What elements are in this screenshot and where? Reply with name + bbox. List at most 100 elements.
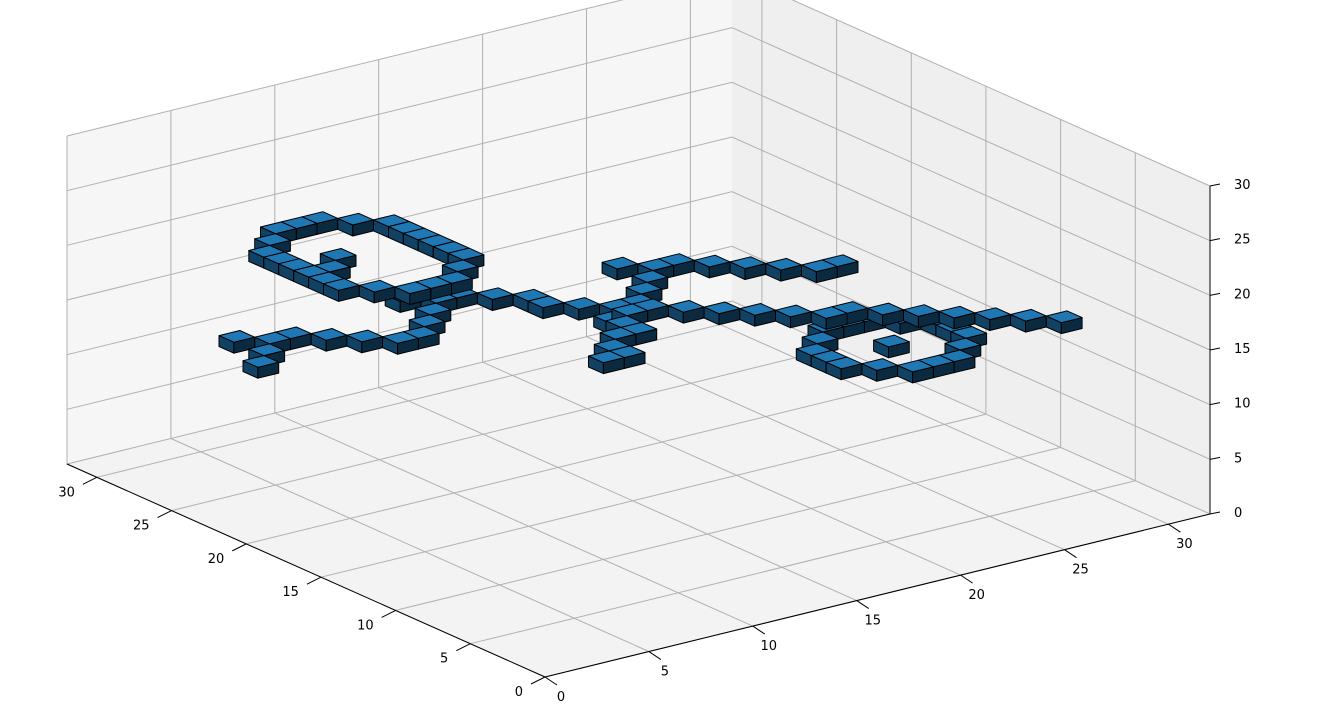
voxel — [323, 278, 360, 302]
z-tick-label: 5 — [1234, 451, 1242, 466]
voxel-face-top — [601, 256, 639, 270]
voxel — [703, 301, 741, 326]
z-gridline — [66, 245, 1211, 460]
z-tick-label: 15 — [1234, 342, 1251, 357]
z-tick-label: 25 — [1234, 233, 1251, 248]
y-tick-mark — [960, 574, 973, 584]
voxel — [825, 356, 863, 381]
voxel-face-top — [394, 281, 432, 295]
voxel-face-top — [1010, 308, 1047, 322]
voxel-face-top — [631, 270, 669, 283]
voxel-face-top — [873, 334, 910, 348]
voxel — [873, 334, 910, 359]
z-tick-mark — [1209, 238, 1221, 242]
voxel — [897, 359, 934, 384]
x-tick-mark — [232, 543, 247, 552]
voxel-face-top — [611, 303, 649, 317]
y-tick-label: 10 — [761, 639, 778, 654]
voxel — [1045, 310, 1083, 335]
voxel-face-top — [950, 326, 988, 339]
voxel — [346, 329, 384, 354]
voxel-face-top — [739, 303, 776, 316]
tick-labels: 0 5 10 15 20 25 30 0 5 10 15 20 25 30 0 5 10 15 20 25 30 — [58, 178, 1250, 705]
voxel-face-top — [254, 233, 291, 246]
y-tick-mark — [1168, 523, 1181, 533]
voxel — [903, 304, 940, 328]
voxel-face-top — [825, 356, 863, 370]
z-tick-label: 30 — [1234, 178, 1251, 193]
voxel-face-top — [310, 328, 348, 341]
x-tick-mark — [82, 476, 98, 485]
voxel-face-top — [441, 259, 479, 273]
y-tick-label: 15 — [864, 614, 881, 629]
voxel — [601, 256, 639, 281]
voxel-face-top — [1045, 310, 1083, 324]
voxel-face-top — [563, 297, 600, 310]
z-gridline — [66, 81, 1211, 296]
voxel-face-top — [693, 254, 731, 268]
voxel-face-top — [938, 305, 976, 319]
voxel-face-top — [319, 248, 357, 261]
right-wall-pane — [732, 0, 1210, 514]
voxel-face-top — [337, 212, 374, 226]
z-gridline — [66, 0, 1211, 187]
voxel-face-top — [476, 287, 514, 300]
z-tick-label: 10 — [1234, 397, 1251, 412]
x-tick-label: 5 — [440, 652, 448, 667]
y-tick-label: 20 — [968, 588, 985, 603]
voxel-face-top — [408, 314, 446, 328]
x-tick-mark — [381, 609, 396, 618]
x-tick-label: 10 — [357, 618, 374, 633]
z-tick-mark — [1209, 402, 1221, 406]
x-tick-mark — [456, 643, 471, 652]
voxel — [358, 279, 396, 304]
voxel — [242, 355, 280, 379]
y-tick-label: 5 — [661, 665, 669, 680]
voxel-face-top — [447, 247, 485, 261]
voxel-face-top — [242, 355, 280, 368]
y-tick-mark — [856, 600, 869, 610]
voxel-face-top — [346, 329, 384, 343]
voxel-face-top — [944, 337, 982, 351]
voxel-face-top — [703, 301, 741, 315]
voxel-face-top — [775, 304, 812, 318]
voxel — [867, 302, 904, 327]
voxel-face-top — [323, 278, 360, 291]
x-tick-label: 25 — [133, 519, 150, 534]
voxel — [563, 297, 600, 321]
voxel-face-top — [897, 359, 934, 373]
voxel-face-top — [729, 256, 767, 270]
x-tick-label: 20 — [208, 552, 225, 567]
voxel — [729, 256, 767, 280]
z-tick-label: 0 — [1234, 506, 1242, 521]
voxel-face-top — [637, 258, 675, 271]
voxel — [775, 304, 812, 329]
z-tick-mark — [1209, 456, 1221, 460]
voxel — [765, 257, 802, 282]
x-tick-label: 0 — [515, 685, 523, 700]
voxel — [382, 331, 419, 355]
voxel-face-top — [414, 302, 452, 316]
axis-lines — [66, 183, 1221, 686]
voxel — [476, 287, 514, 311]
z-tick-mark — [1209, 183, 1221, 187]
z-gridline — [66, 300, 1211, 515]
voxel-face-top — [382, 331, 419, 344]
voxel-face-top — [867, 302, 904, 316]
voxel-face-top — [765, 257, 802, 271]
z-tick-label: 20 — [1234, 287, 1251, 302]
y-tick-label: 30 — [1176, 537, 1193, 552]
voxel — [974, 307, 1012, 331]
voxel-face-top — [625, 281, 663, 295]
voxel — [667, 299, 705, 324]
voxel — [693, 254, 731, 279]
voxel — [1010, 308, 1047, 333]
voxel-face-top — [218, 330, 256, 343]
voxel-face-top — [667, 299, 705, 313]
voxel-face-top — [260, 221, 297, 235]
y-tick-mark — [544, 676, 558, 686]
y-tick-mark — [1064, 549, 1077, 559]
floor-pane — [67, 301, 1210, 677]
voxel-face-top — [358, 279, 396, 293]
voxel — [739, 303, 776, 327]
